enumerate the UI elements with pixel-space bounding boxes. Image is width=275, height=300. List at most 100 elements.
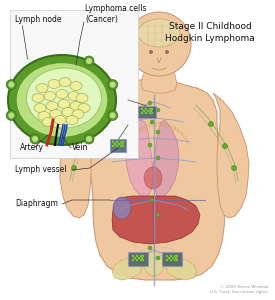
Polygon shape bbox=[83, 79, 225, 280]
Circle shape bbox=[32, 136, 38, 142]
Ellipse shape bbox=[59, 77, 71, 86]
Circle shape bbox=[156, 256, 160, 260]
Ellipse shape bbox=[26, 68, 101, 128]
Ellipse shape bbox=[38, 112, 50, 121]
Text: Lymph vessel: Lymph vessel bbox=[15, 166, 67, 175]
Circle shape bbox=[122, 145, 124, 147]
Circle shape bbox=[170, 259, 172, 261]
Ellipse shape bbox=[68, 92, 80, 100]
Ellipse shape bbox=[36, 83, 48, 92]
Circle shape bbox=[165, 50, 169, 54]
Text: Diaphragm: Diaphragm bbox=[15, 200, 58, 208]
Text: Lymph node: Lymph node bbox=[15, 16, 62, 25]
Circle shape bbox=[145, 112, 147, 114]
Circle shape bbox=[147, 110, 149, 112]
Circle shape bbox=[141, 257, 143, 259]
Circle shape bbox=[140, 255, 142, 257]
Circle shape bbox=[30, 134, 40, 144]
Ellipse shape bbox=[76, 94, 88, 103]
Circle shape bbox=[86, 58, 92, 64]
Circle shape bbox=[148, 143, 152, 147]
Circle shape bbox=[143, 110, 145, 112]
Circle shape bbox=[121, 143, 123, 145]
Ellipse shape bbox=[144, 167, 162, 189]
Circle shape bbox=[86, 136, 92, 142]
Circle shape bbox=[108, 110, 118, 120]
Circle shape bbox=[176, 259, 178, 261]
Circle shape bbox=[114, 143, 116, 145]
Ellipse shape bbox=[32, 94, 44, 103]
Circle shape bbox=[120, 141, 122, 143]
Circle shape bbox=[166, 255, 168, 257]
Ellipse shape bbox=[72, 110, 84, 118]
Circle shape bbox=[232, 166, 236, 170]
Polygon shape bbox=[10, 10, 138, 158]
Circle shape bbox=[145, 108, 147, 110]
Ellipse shape bbox=[138, 19, 180, 47]
Text: Stage II Childhood
Hodgkin Lymphoma: Stage II Childhood Hodgkin Lymphoma bbox=[165, 22, 255, 43]
Circle shape bbox=[136, 255, 138, 257]
Circle shape bbox=[151, 112, 153, 114]
Polygon shape bbox=[153, 120, 179, 196]
Circle shape bbox=[136, 259, 138, 261]
Ellipse shape bbox=[34, 103, 46, 112]
Circle shape bbox=[156, 156, 160, 160]
Circle shape bbox=[8, 82, 14, 88]
Circle shape bbox=[141, 112, 143, 114]
FancyBboxPatch shape bbox=[162, 252, 182, 266]
Ellipse shape bbox=[113, 197, 131, 219]
Circle shape bbox=[142, 259, 144, 261]
Circle shape bbox=[156, 213, 160, 217]
Circle shape bbox=[108, 80, 118, 90]
Circle shape bbox=[116, 145, 118, 147]
Ellipse shape bbox=[44, 92, 56, 100]
Ellipse shape bbox=[58, 100, 70, 109]
Circle shape bbox=[170, 255, 172, 257]
Polygon shape bbox=[126, 120, 153, 196]
Ellipse shape bbox=[50, 110, 62, 118]
Circle shape bbox=[156, 130, 160, 134]
Circle shape bbox=[116, 141, 118, 143]
Circle shape bbox=[112, 141, 114, 143]
Circle shape bbox=[148, 101, 152, 105]
Circle shape bbox=[6, 80, 16, 90]
Circle shape bbox=[151, 108, 153, 110]
Ellipse shape bbox=[144, 252, 164, 276]
Circle shape bbox=[175, 257, 177, 259]
Ellipse shape bbox=[70, 101, 82, 110]
Ellipse shape bbox=[48, 80, 60, 88]
Ellipse shape bbox=[62, 107, 74, 116]
Text: © 2009 Terese Winslow
U.S. Govt. has certain rights: © 2009 Terese Winslow U.S. Govt. has cer… bbox=[210, 285, 268, 294]
Polygon shape bbox=[165, 258, 197, 280]
Ellipse shape bbox=[70, 82, 82, 91]
Circle shape bbox=[134, 257, 136, 259]
Ellipse shape bbox=[56, 89, 68, 98]
Ellipse shape bbox=[66, 116, 78, 124]
Ellipse shape bbox=[54, 116, 66, 124]
Circle shape bbox=[8, 112, 14, 118]
Circle shape bbox=[72, 166, 76, 170]
Circle shape bbox=[122, 141, 124, 143]
Polygon shape bbox=[60, 93, 95, 218]
Circle shape bbox=[132, 259, 134, 261]
Circle shape bbox=[142, 255, 144, 257]
FancyBboxPatch shape bbox=[128, 252, 148, 266]
Ellipse shape bbox=[78, 103, 90, 112]
Ellipse shape bbox=[137, 247, 179, 265]
Circle shape bbox=[149, 108, 151, 110]
Circle shape bbox=[149, 50, 153, 54]
Circle shape bbox=[138, 257, 140, 259]
Text: Lymphoma cells
(Cancer): Lymphoma cells (Cancer) bbox=[85, 4, 147, 24]
Polygon shape bbox=[112, 196, 200, 244]
Circle shape bbox=[141, 108, 143, 110]
Circle shape bbox=[120, 145, 122, 147]
Circle shape bbox=[148, 246, 152, 250]
Circle shape bbox=[81, 143, 87, 148]
Circle shape bbox=[95, 122, 100, 127]
Text: Artery: Artery bbox=[20, 143, 44, 152]
Circle shape bbox=[6, 110, 16, 120]
Circle shape bbox=[150, 110, 152, 112]
FancyBboxPatch shape bbox=[138, 106, 156, 118]
Polygon shape bbox=[213, 93, 249, 218]
Circle shape bbox=[176, 255, 178, 257]
